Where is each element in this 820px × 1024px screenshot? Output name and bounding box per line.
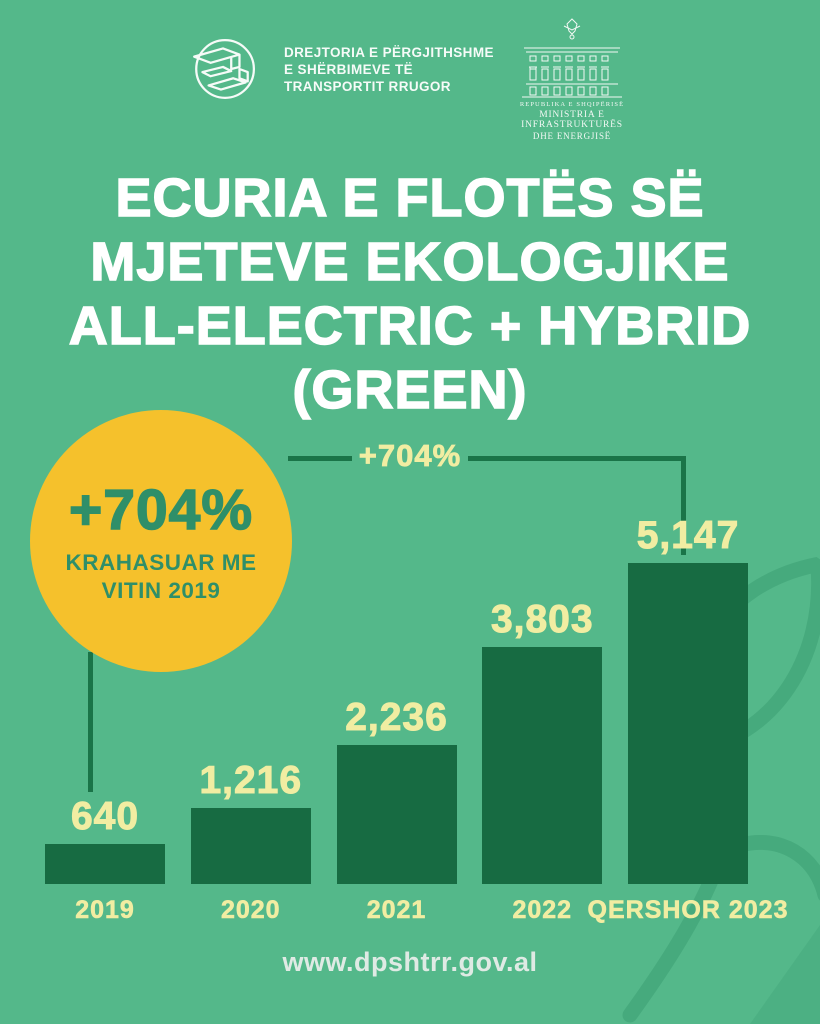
bar-value-label: 3,803 (490, 598, 594, 642)
bar-year-label: QERSHOR 2023 (587, 896, 789, 925)
bar (45, 844, 165, 884)
bar-value-label: 640 (70, 795, 140, 839)
bar-year-label: 2020 (220, 896, 281, 925)
bar-column: 2,236 2021 (336, 507, 457, 925)
annotation-line-horizontal-right (468, 456, 686, 461)
dpshtrr-logo: DREJTORIA E PËRGJITHSHME E SHËRBIMEVE TË… (188, 34, 494, 104)
title-line4: (GREEN) (292, 359, 528, 421)
badge-percent: +704% (68, 477, 254, 543)
footer-url: www.dpshtrr.gov.al (282, 947, 538, 977)
ministry-text-line2: DHE ENERGJISË (532, 131, 612, 141)
annotation-line-vertical-left (88, 652, 93, 792)
bar-value-label: 2,236 (345, 696, 448, 740)
annotation-line-horizontal-left (288, 456, 352, 461)
bar-year-label: 2019 (75, 896, 135, 925)
dpshtrr-logo-text-line2: E SHËRBIMEVE TË (284, 61, 414, 77)
dpshtrr-logo-text-line1: DREJTORIA E PËRGJITHSHME (284, 44, 494, 60)
ministry-logo: REPUBLIKA E SHQIPËRISË MINISTRIA E INFRA… (488, 18, 656, 141)
dpshtrr-logo-icon (193, 39, 256, 99)
bar-value-label: 1,216 (199, 759, 303, 803)
highlight-badge: +704% KRAHASUAR ME VITIN 2019 (30, 410, 292, 672)
bar-year-label: 2021 (366, 896, 427, 925)
bar-value-label: 5,147 (636, 514, 740, 558)
bar-year-label: 2022 (512, 896, 573, 925)
ministry-crest-icon (563, 18, 581, 40)
dpshtrr-logo-text-line3: TRANSPORTIT RRUGOR (284, 78, 451, 94)
annotation-percent-label: +704% (358, 438, 462, 474)
bar (190, 808, 311, 884)
bar-column: 3,803 2022 (482, 507, 603, 925)
title-line1: ECURIA E FLOTËS SË (115, 167, 705, 229)
bar-column: 640 2019 (45, 507, 165, 925)
badge-caption-line1: KRAHASUAR ME (65, 550, 257, 575)
bar-column: 5,147 QERSHOR 2023 (587, 507, 788, 925)
page-title: ECURIA E FLOTËS SË MJETEVE EKOLOGJIKE AL… (0, 166, 820, 422)
ministry-text-republic: REPUBLIKA E SHQIPËRISË (519, 101, 625, 108)
bar (336, 745, 457, 884)
bar-chart: 640 2019 1,216 2020 2,236 2021 3,803 2022 5,147 Q… (45, 507, 788, 925)
bar (482, 647, 603, 884)
badge-caption-line2: VITIN 2019 (101, 578, 221, 603)
bar (628, 563, 748, 884)
ministry-building-icon (522, 47, 622, 98)
annotation-line-vertical-right (681, 456, 686, 555)
title-line2: MJETEVE EKOLOGJIKE (90, 231, 730, 293)
ministry-text-line1: MINISTRIA E INFRASTRUKTURËS (521, 110, 623, 130)
bar-column: 1,216 2020 (190, 507, 311, 925)
title-line3: ALL-ELECTRIC + HYBRID (68, 295, 752, 357)
